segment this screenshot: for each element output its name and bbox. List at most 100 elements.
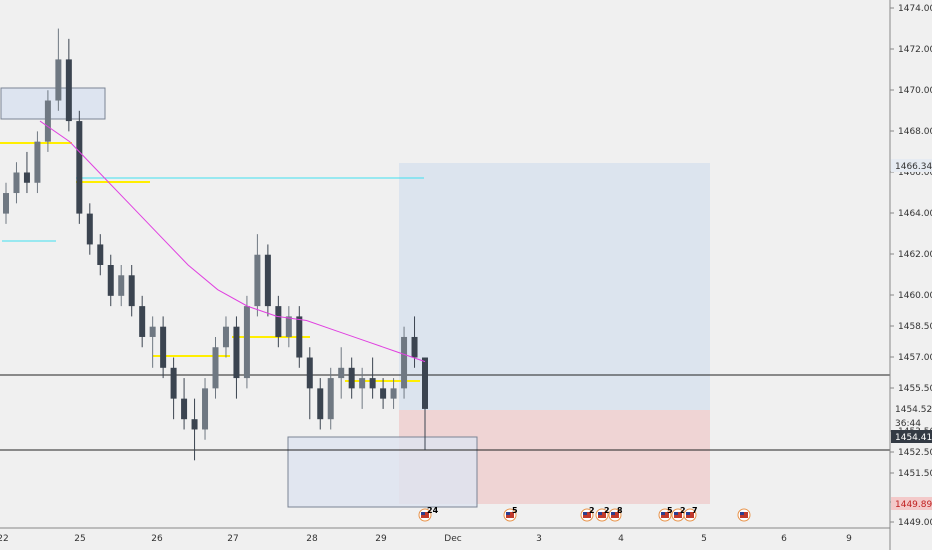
y-tick-label: 1472.00 bbox=[898, 45, 932, 55]
us-event-flag-icon[interactable]: 24 bbox=[418, 506, 439, 522]
event-count: 7 bbox=[692, 506, 698, 515]
us-event-flag-icon[interactable]: 2 bbox=[595, 506, 610, 522]
price-tag: 1454.41 bbox=[895, 433, 932, 443]
candle-body bbox=[401, 336, 408, 389]
candle-body bbox=[369, 378, 376, 389]
moving-average-line bbox=[39, 120, 426, 363]
price-tag: 1466.34 bbox=[895, 162, 932, 172]
candle-body bbox=[139, 306, 146, 337]
us-event-flag-icon[interactable]: 8 bbox=[608, 506, 623, 522]
event-count: 5 bbox=[512, 506, 518, 515]
price-tag-bg bbox=[891, 159, 932, 172]
y-tick-label: 1470.00 bbox=[898, 86, 932, 96]
candle-body bbox=[170, 367, 177, 399]
y-tick-label: 1462.00 bbox=[898, 250, 932, 260]
x-tick-label: 29 bbox=[375, 534, 387, 544]
candle-body bbox=[181, 398, 188, 420]
demand-box[interactable] bbox=[287, 436, 478, 508]
price-tag: 36:44 bbox=[895, 419, 921, 429]
candle-body bbox=[411, 336, 418, 358]
x-tick-label: 28 bbox=[306, 534, 318, 544]
flag-canton bbox=[740, 512, 744, 515]
us-event-flag-icon[interactable]: 7 bbox=[683, 506, 698, 522]
candle-body bbox=[212, 347, 219, 389]
candle-body bbox=[254, 254, 261, 307]
candle-body bbox=[86, 213, 93, 245]
flag-canton bbox=[611, 512, 615, 515]
y-tick-label: 1449.00 bbox=[898, 518, 932, 528]
us-event-flag-icon[interactable] bbox=[737, 508, 751, 522]
y-tick-label: 1464.00 bbox=[898, 209, 932, 219]
y-tick-label: 1466.00 bbox=[898, 168, 932, 178]
y-tick-label: 1452.50 bbox=[898, 448, 932, 458]
us-event-flag-icon[interactable]: 5 bbox=[503, 506, 518, 522]
candle-body bbox=[275, 306, 282, 337]
y-tick-label: 1457.00 bbox=[898, 353, 932, 363]
y-tick-label: 1458.50 bbox=[898, 322, 932, 332]
candle-body bbox=[422, 357, 428, 409]
event-count: 2 bbox=[589, 506, 595, 515]
candle-body bbox=[55, 59, 62, 101]
x-tick-label: Dec bbox=[444, 534, 461, 544]
price-tag-bg bbox=[891, 497, 932, 510]
candle-body bbox=[23, 172, 30, 183]
candle-body bbox=[97, 244, 104, 265]
event-count: 24 bbox=[427, 506, 439, 515]
x-tick-label: 25 bbox=[74, 534, 85, 544]
x-tick-label: 22 bbox=[0, 534, 9, 544]
candle-body bbox=[118, 275, 125, 296]
y-tick-label: 1460.00 bbox=[898, 291, 932, 301]
x-tick-label: 27 bbox=[227, 534, 238, 544]
candle-body bbox=[65, 59, 72, 122]
candle-body bbox=[128, 275, 135, 307]
target-zone[interactable] bbox=[399, 163, 710, 410]
price-tag: 1454.52 bbox=[895, 405, 932, 415]
candle-body bbox=[359, 378, 366, 389]
candle-body bbox=[390, 388, 397, 399]
candle-body bbox=[285, 316, 292, 337]
candle-body bbox=[317, 388, 324, 420]
candle-body bbox=[149, 326, 156, 337]
candle-body bbox=[160, 326, 167, 368]
x-tick-label: 26 bbox=[151, 534, 163, 544]
x-tick-label: 3 bbox=[536, 534, 542, 544]
candle-body bbox=[338, 367, 345, 379]
candle-body bbox=[44, 100, 51, 142]
x-tick-label: 9 bbox=[846, 534, 852, 544]
price-tag-bg bbox=[891, 430, 932, 443]
us-event-flag-icon[interactable]: 2 bbox=[671, 506, 686, 522]
y-tick-label: 1455.50 bbox=[898, 384, 932, 394]
event-count: 2 bbox=[604, 506, 610, 515]
event-count: 2 bbox=[680, 506, 686, 515]
candle-body bbox=[243, 306, 250, 379]
supply-box[interactable] bbox=[0, 87, 106, 120]
event-count: 8 bbox=[617, 506, 623, 515]
candle-body bbox=[107, 265, 114, 296]
price-tag: 1449.89 bbox=[895, 500, 932, 510]
candle-body bbox=[191, 419, 198, 430]
y-tick-label: 1468.00 bbox=[898, 127, 932, 137]
flag-canton bbox=[583, 512, 587, 515]
flag-canton bbox=[674, 512, 678, 515]
candle-body bbox=[306, 357, 313, 389]
candle-body bbox=[34, 141, 41, 183]
us-event-flag-icon[interactable]: 2 bbox=[580, 506, 595, 522]
event-count: 5 bbox=[667, 506, 673, 515]
x-tick-label: 5 bbox=[701, 534, 707, 544]
y-tick-label: 1451.50 bbox=[898, 469, 932, 479]
flag-canton bbox=[421, 512, 425, 515]
flag-canton bbox=[598, 512, 602, 515]
candle-body bbox=[76, 121, 83, 214]
candle-body bbox=[202, 388, 209, 430]
candle-body bbox=[233, 326, 240, 379]
us-event-flag-icon[interactable]: 5 bbox=[658, 506, 673, 522]
flag-canton bbox=[661, 512, 665, 515]
y-tick-label: 1474.00 bbox=[898, 4, 932, 14]
candle-body bbox=[264, 254, 271, 307]
candle-body bbox=[13, 172, 20, 194]
candle-body bbox=[296, 316, 303, 358]
candle-body bbox=[380, 388, 387, 399]
candle-body bbox=[3, 193, 9, 214]
